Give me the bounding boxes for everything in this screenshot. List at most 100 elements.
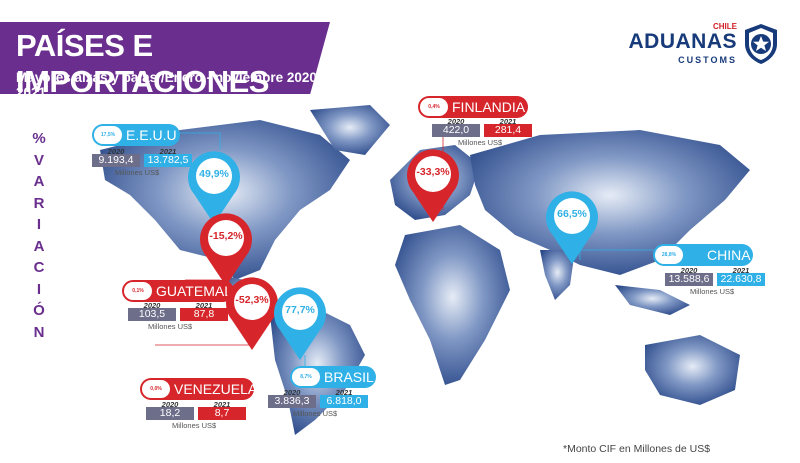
unit-eeuu: Millones US$ [115, 168, 160, 177]
country-label-finlandia: 0,4% FINLANDIA [418, 96, 528, 118]
side-letter: A [33, 237, 45, 255]
values-china: 13.588,6 22.630,8 [665, 273, 765, 286]
shield-star-icon [745, 24, 777, 64]
side-letter: I [36, 216, 42, 233]
country-name: BRASIL [324, 369, 374, 385]
pin-brasil: 77,7% [270, 286, 330, 362]
country-name: CHINA [707, 247, 751, 263]
country-name: FINLANDIA [452, 99, 526, 115]
pin-guatemala: -15,2% [196, 212, 256, 288]
share-badge: 0,4% [420, 98, 448, 116]
header-banner: PAÍSES E IMPORTACIONES Mayores alzas y b… [0, 22, 330, 94]
country-label-venezuela: 0,0% VENEZUELA [140, 378, 258, 400]
side-letter: A [33, 173, 45, 190]
map-pin-icon [407, 149, 459, 222]
years-china: 2020 2021 [665, 266, 765, 275]
value-2021: 13.782,5 [144, 154, 192, 167]
value-2020: 9.193,4 [92, 154, 140, 167]
year-2021: 2021 [159, 147, 177, 156]
map-pin-icon [546, 191, 598, 264]
variation-vertical-label: % V A R I A C I Ó N [30, 128, 48, 343]
pin-percent: 77,7% [285, 304, 315, 316]
pin-percent: -52,3% [235, 294, 269, 306]
share-badge: 0,1% [124, 282, 152, 300]
footnote: *Monto CIF en Millones de US$ [563, 443, 711, 455]
africa-shape [395, 225, 510, 385]
unit-guatemala: Millones US$ [148, 322, 193, 331]
value-2020: 103,5 [128, 308, 176, 321]
value-2020: 18,2 [146, 407, 194, 420]
value-2021: 8,7 [198, 407, 246, 420]
year-2021: 2021 [213, 400, 231, 409]
values-brasil: 3.836,3 6.818,0 [268, 395, 368, 408]
values-guatemala: 103,5 87,8 [128, 308, 228, 321]
years-finlandia: 2020 2021 [432, 117, 532, 126]
share-badge: 28,8% [655, 246, 683, 264]
logo-aduanas-text: ADUANAS [628, 30, 737, 53]
country-label-eeuu: 17,5% E.E.U.U [92, 124, 180, 146]
years-brasil: 2020 2021 [268, 388, 368, 397]
pin-eeuu: 49,9% [184, 150, 244, 226]
unit-finlandia: Millones US$ [458, 138, 503, 147]
value-2021: 281,4 [484, 124, 532, 137]
share-badge: 0,0% [142, 380, 170, 398]
year-2020: 2020 [143, 301, 161, 310]
map-pin-icon [200, 213, 252, 286]
unit-venezuela: Millones US$ [172, 421, 217, 430]
pin-percent: -15,2% [209, 230, 243, 242]
india-shape [540, 250, 575, 300]
side-letter: N [33, 323, 45, 341]
pin-venezuela: -52,3% [222, 276, 282, 352]
australia-shape [645, 335, 740, 405]
asia-shape [470, 130, 750, 275]
years-venezuela: 2020 2021 [146, 400, 246, 409]
country-label-brasil: 8,7% BRASIL [290, 366, 376, 388]
country-name: VENEZUELA [174, 381, 258, 397]
unit-brasil: Millones US$ [293, 409, 338, 418]
year-2021: 2021 [195, 301, 213, 310]
pin-percent: 66,5% [557, 208, 587, 220]
values-venezuela: 18,2 8,7 [146, 407, 246, 420]
pin-finlandia: -33,3% [403, 148, 463, 224]
aduanas-logo: CHILE ADUANAS CUSTOMS [620, 20, 785, 70]
side-letter: C [33, 259, 45, 276]
share-badge: 8,7% [292, 368, 320, 386]
logo-chile-text: CHILE [713, 22, 737, 31]
country-label-guatemala: 0,1% GUATEMALA [122, 280, 241, 302]
logo-customs-text: CUSTOMS [678, 55, 737, 65]
pin-china: 66,5% [542, 190, 602, 266]
year-2020: 2020 [447, 117, 465, 126]
country-name: GUATEMALA [156, 283, 242, 299]
pin-percent: -33,3% [416, 166, 450, 178]
map-pin-icon [188, 151, 240, 224]
years-guatemala: 2020 2021 [128, 301, 228, 310]
year-2020: 2020 [680, 266, 698, 275]
year-2021: 2021 [499, 117, 517, 126]
year-2020: 2020 [283, 388, 301, 397]
side-letter: R [33, 194, 45, 212]
values-eeuu: 9.193,4 13.782,5 [92, 154, 192, 167]
country-name: E.E.U.U [126, 127, 177, 143]
side-letter: V [33, 151, 44, 169]
side-letter: I [36, 280, 42, 298]
southeast-asia-shape [615, 285, 690, 315]
page-subtitle: Mayores alzas y bajas /Enero - noviembre… [16, 70, 322, 100]
value-2021: 22.630,8 [717, 273, 765, 286]
side-letter: Ó [33, 302, 45, 319]
greenland-shape [310, 105, 390, 155]
value-2021: 87,8 [180, 308, 228, 321]
map-pin-icon [274, 287, 326, 360]
year-2021: 2021 [335, 388, 353, 397]
value-2020: 13.588,6 [665, 273, 713, 286]
value-2020: 3.836,3 [268, 395, 316, 408]
share-badge: 17,5% [94, 126, 122, 144]
unit-china: Millones US$ [690, 287, 735, 296]
year-2020: 2020 [107, 147, 125, 156]
value-2021: 6.818,0 [320, 395, 368, 408]
page-title: PAÍSES E IMPORTACIONES [16, 28, 270, 99]
value-2020: 422,0 [432, 124, 480, 137]
year-2021: 2021 [732, 266, 750, 275]
year-2020: 2020 [161, 400, 179, 409]
country-label-china: 28,8% CHINA [653, 244, 753, 266]
map-pin-icon [226, 277, 278, 350]
